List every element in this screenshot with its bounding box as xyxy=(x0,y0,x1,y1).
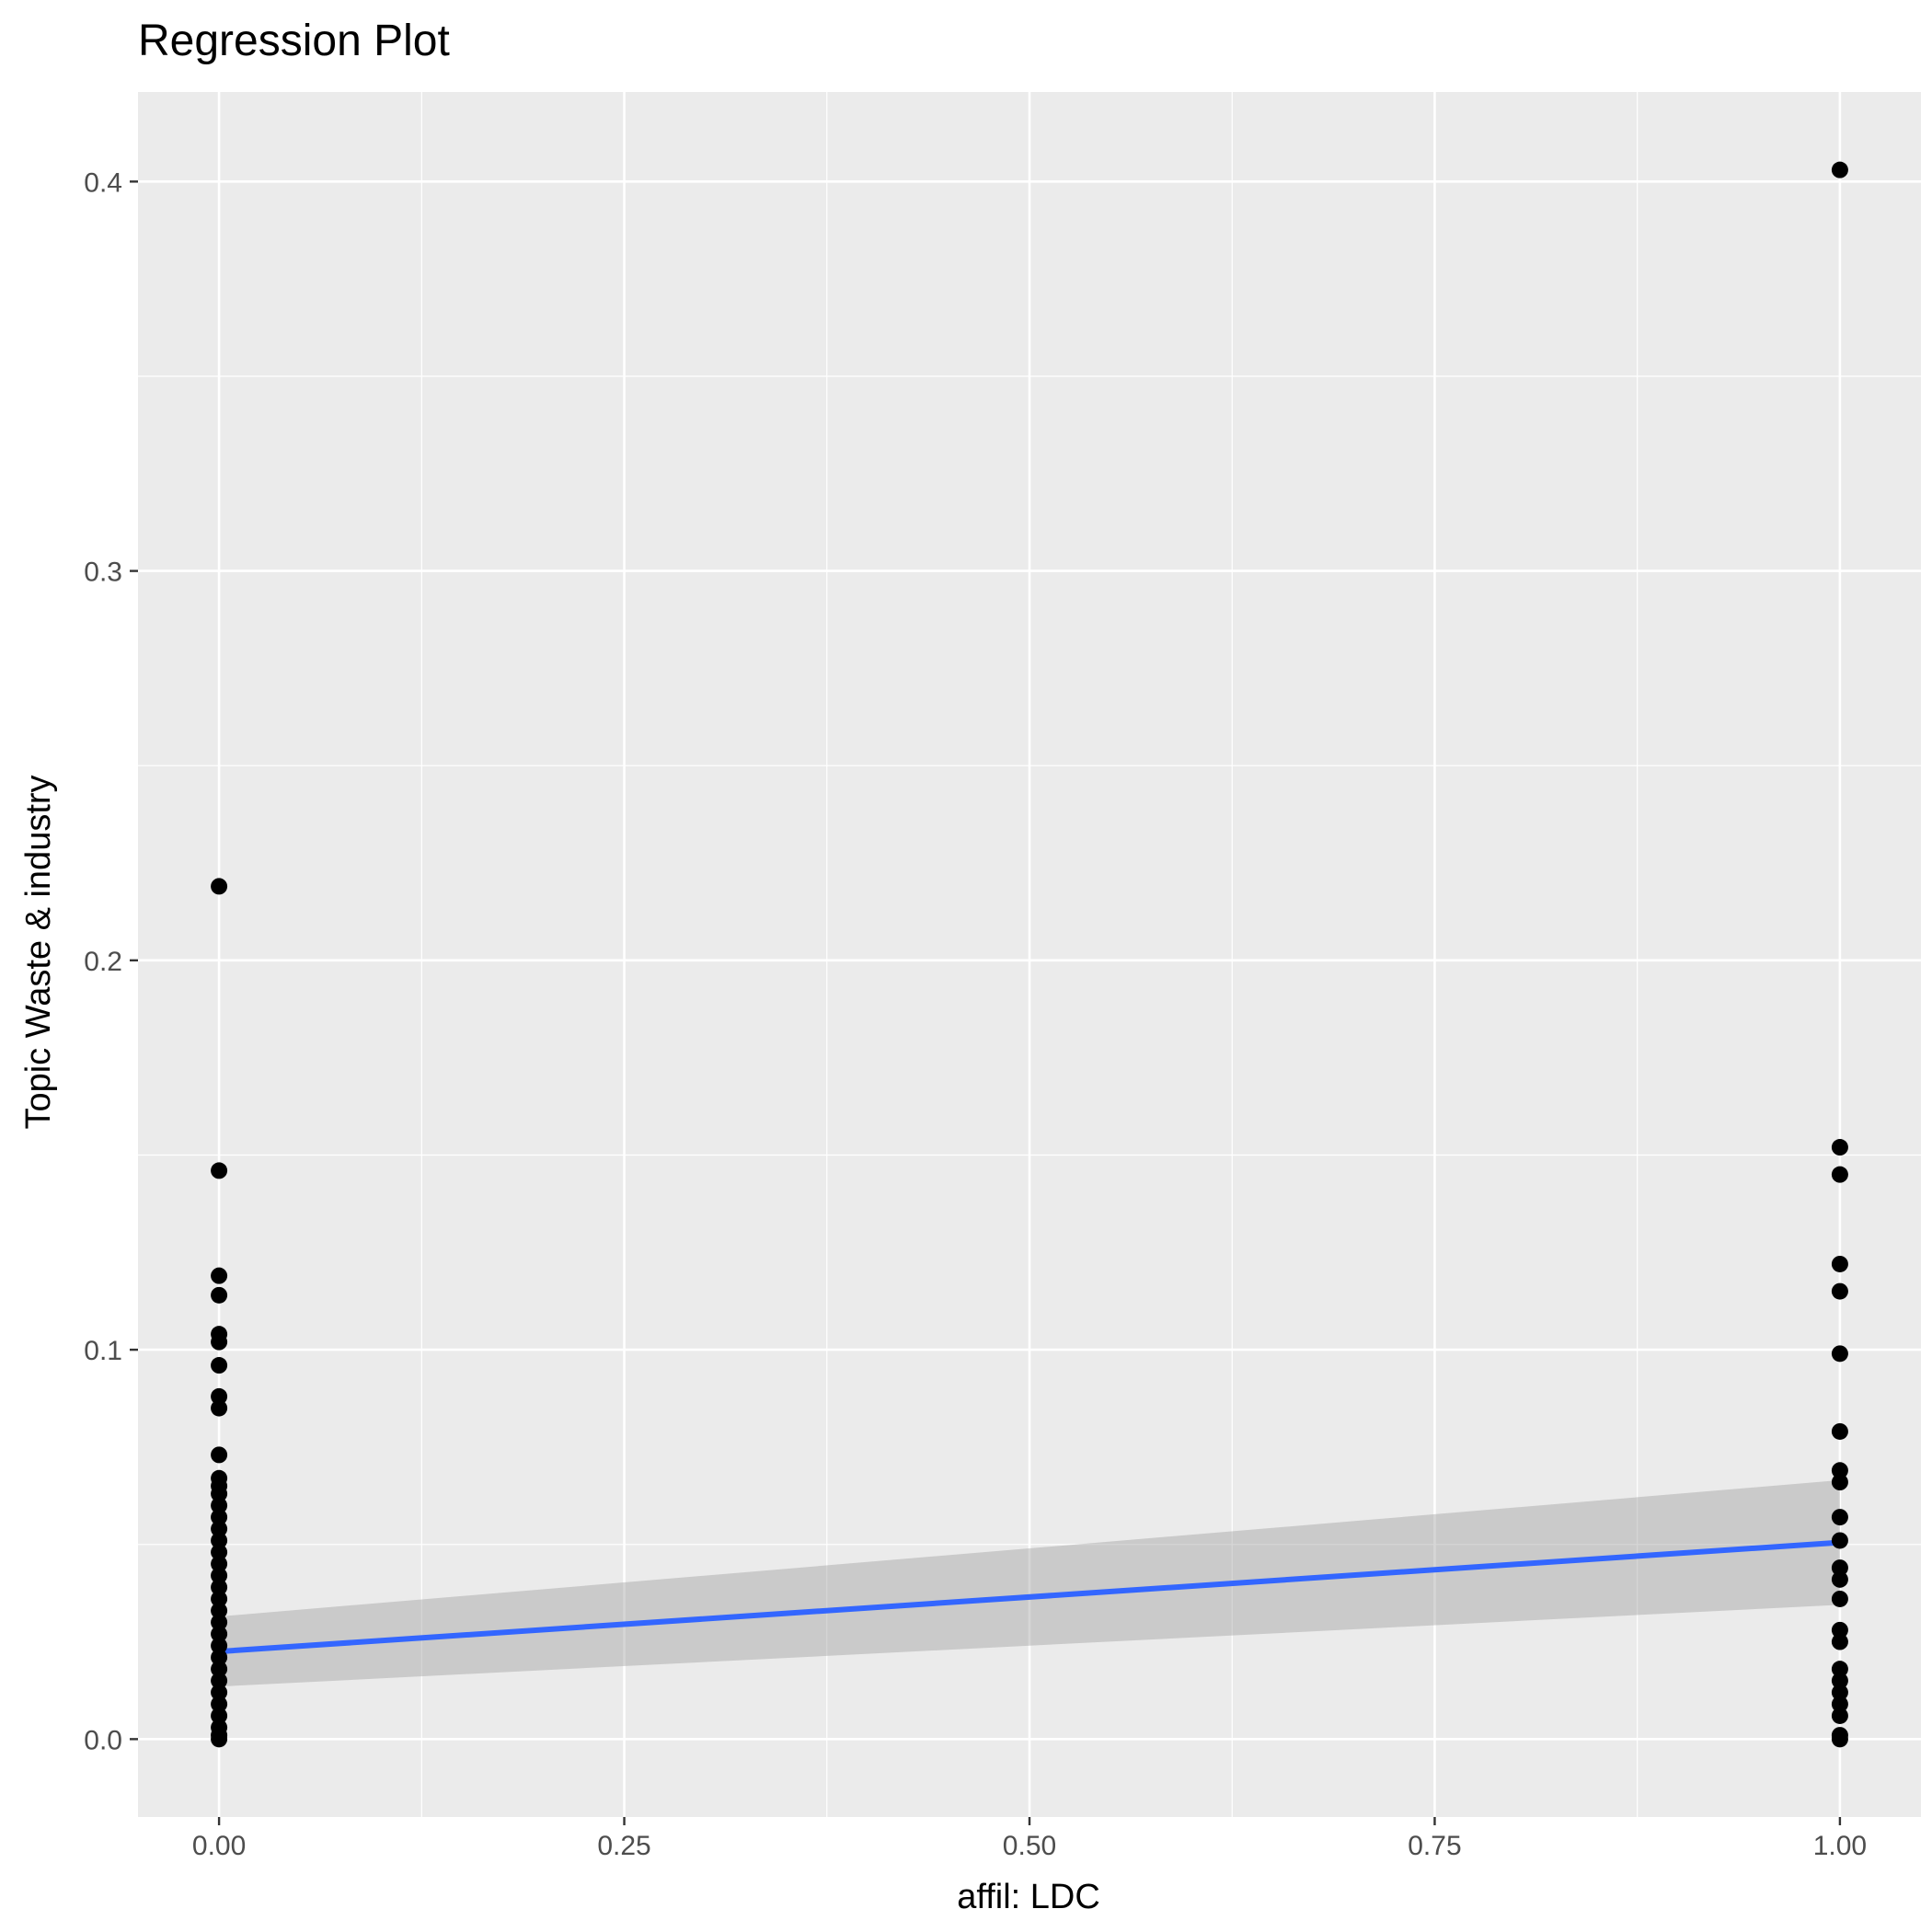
data-point xyxy=(211,1509,228,1526)
data-point xyxy=(211,1649,228,1666)
data-point xyxy=(211,1684,228,1701)
chart-title: Regression Plot xyxy=(138,17,450,65)
data-point xyxy=(211,1555,228,1572)
confidence-band-layer xyxy=(219,1479,1840,1687)
data-point xyxy=(211,1731,228,1748)
data-point xyxy=(1831,1684,1848,1701)
y-tick-label: 0.2 xyxy=(84,947,122,977)
y-axis-title: Topic Waste & industry xyxy=(19,775,58,1129)
data-point xyxy=(211,1162,228,1179)
data-point xyxy=(1831,1621,1848,1639)
data-point xyxy=(211,1626,228,1643)
axes-layer: 0.00 0.25 0.50 0.75 1.00 0.0 0.1 0.2 0.3 0.4 xyxy=(84,167,1867,1861)
data-point xyxy=(211,1286,228,1304)
data-point xyxy=(1831,1696,1848,1713)
data-point xyxy=(211,1399,228,1417)
confidence-band xyxy=(219,1479,1840,1687)
data-point xyxy=(1831,1509,1848,1526)
data-point xyxy=(1831,1139,1848,1156)
data-point xyxy=(1831,1707,1848,1724)
data-point xyxy=(1831,1731,1848,1748)
y-tick-label: 0.1 xyxy=(84,1336,122,1366)
data-points-layer xyxy=(211,161,1848,1748)
x-tick-label: 0.75 xyxy=(1408,1831,1461,1861)
y-tick-label: 0.4 xyxy=(84,167,122,198)
data-point xyxy=(1831,1255,1848,1272)
x-tick-label: 0.00 xyxy=(192,1831,246,1861)
data-point xyxy=(1831,1570,1848,1588)
data-point xyxy=(211,1485,228,1502)
data-point xyxy=(211,1520,228,1537)
y-tick-label: 0.0 xyxy=(84,1725,122,1755)
data-point xyxy=(1831,1559,1848,1577)
data-point xyxy=(1831,1345,1848,1363)
data-point xyxy=(1831,1422,1848,1440)
data-point xyxy=(211,1579,228,1596)
y-tick-label: 0.3 xyxy=(84,558,122,588)
data-point xyxy=(211,1532,228,1549)
data-point xyxy=(1831,1633,1848,1650)
data-point xyxy=(211,1387,228,1405)
data-point xyxy=(211,1637,228,1654)
regression-line-layer xyxy=(218,1539,1841,1655)
grid-layer xyxy=(138,92,1921,1817)
data-point xyxy=(211,1590,228,1607)
data-point xyxy=(211,1357,228,1374)
x-axis-title: affil: LDC xyxy=(957,1878,1100,1916)
data-point xyxy=(211,1602,228,1619)
data-point xyxy=(1831,1166,1848,1183)
data-point xyxy=(211,1672,228,1689)
data-point xyxy=(211,1446,228,1464)
x-tick-label: 1.00 xyxy=(1813,1831,1867,1861)
regression-line xyxy=(218,1539,1841,1655)
data-point xyxy=(211,1497,228,1514)
data-point xyxy=(211,1661,228,1678)
data-point xyxy=(211,1696,228,1713)
data-point xyxy=(1831,1661,1848,1678)
x-tick-label: 0.25 xyxy=(597,1831,650,1861)
data-point xyxy=(1831,1282,1848,1300)
data-point xyxy=(1831,1590,1848,1607)
data-point xyxy=(211,1614,228,1631)
data-point xyxy=(211,1567,228,1584)
data-point xyxy=(1831,1462,1848,1479)
x-tick-label: 0.50 xyxy=(1003,1831,1056,1861)
data-point xyxy=(211,878,228,895)
data-point xyxy=(1831,161,1848,178)
data-point xyxy=(211,1333,228,1351)
data-point xyxy=(1831,1532,1848,1549)
data-point xyxy=(1831,1672,1848,1689)
data-point xyxy=(211,1267,228,1284)
data-point xyxy=(1831,1474,1848,1491)
data-point xyxy=(211,1544,228,1561)
data-point xyxy=(211,1707,228,1724)
